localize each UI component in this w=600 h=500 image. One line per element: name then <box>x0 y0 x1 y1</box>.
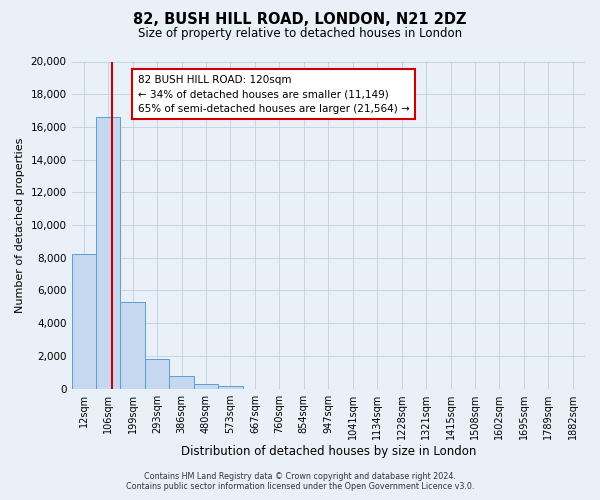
Bar <box>169 376 194 388</box>
Bar <box>218 386 242 388</box>
Text: Size of property relative to detached houses in London: Size of property relative to detached ho… <box>138 28 462 40</box>
Bar <box>194 384 218 388</box>
X-axis label: Distribution of detached houses by size in London: Distribution of detached houses by size … <box>181 444 476 458</box>
Bar <box>96 117 121 388</box>
Bar <box>121 302 145 388</box>
Y-axis label: Number of detached properties: Number of detached properties <box>15 138 25 312</box>
Bar <box>71 254 96 388</box>
Text: 82, BUSH HILL ROAD, LONDON, N21 2DZ: 82, BUSH HILL ROAD, LONDON, N21 2DZ <box>133 12 467 28</box>
Bar <box>145 359 169 388</box>
Text: 82 BUSH HILL ROAD: 120sqm
← 34% of detached houses are smaller (11,149)
65% of s: 82 BUSH HILL ROAD: 120sqm ← 34% of detac… <box>137 74 409 114</box>
Text: Contains HM Land Registry data © Crown copyright and database right 2024.
Contai: Contains HM Land Registry data © Crown c… <box>126 472 474 491</box>
